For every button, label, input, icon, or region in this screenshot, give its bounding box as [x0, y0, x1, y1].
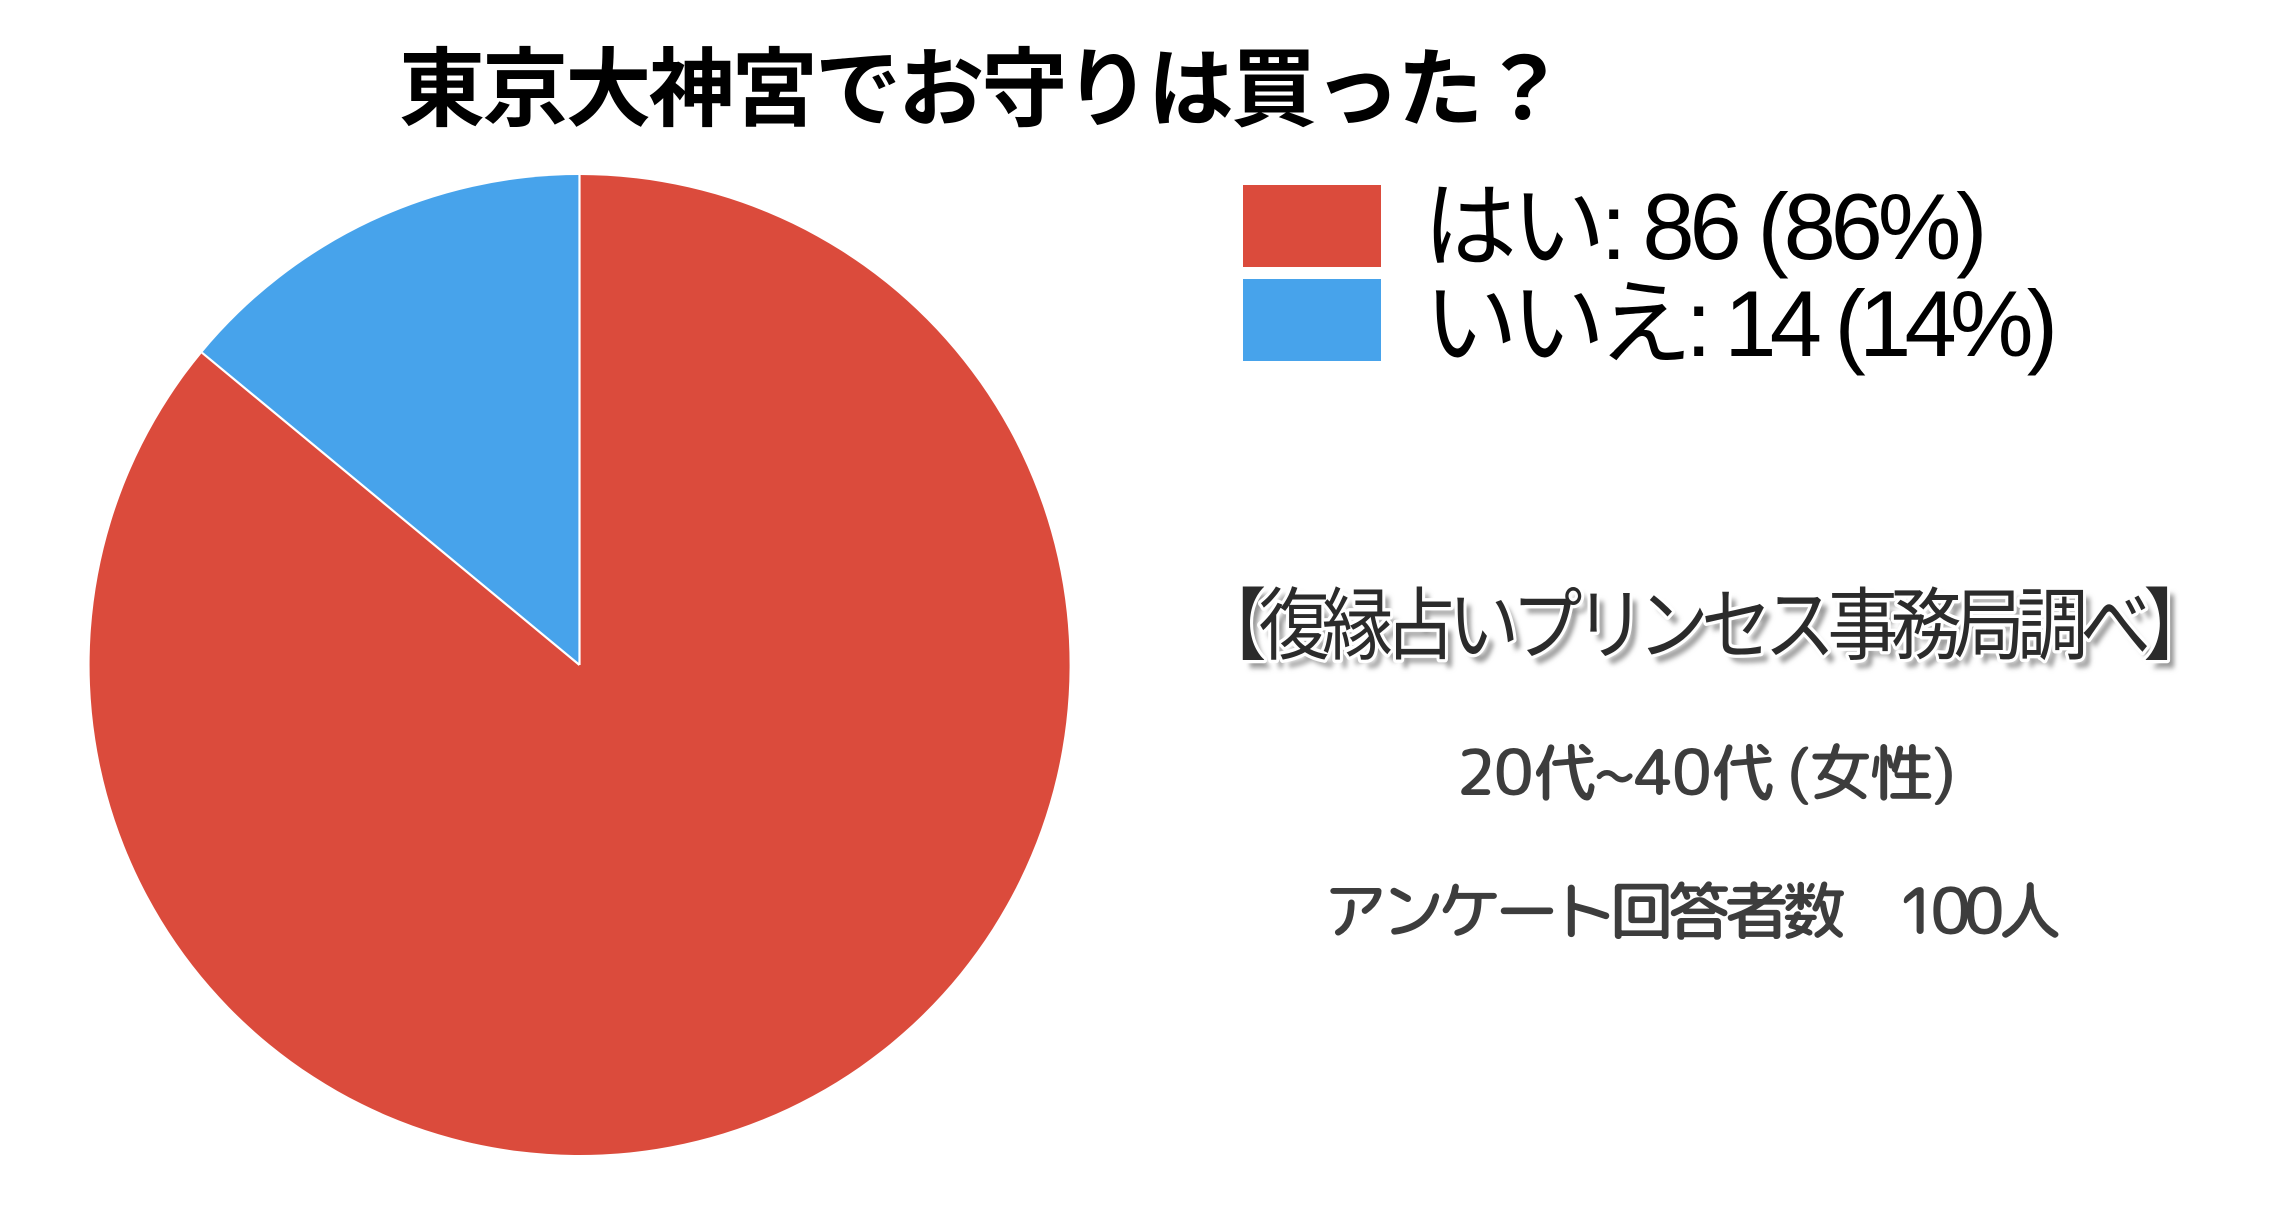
svg-text:【復縁占いプリンセス事務局調べ】: 【復縁占いプリンセス事務局調べ】 [1201, 584, 2201, 671]
svg-text:【復縁占いプリンセス事務局調べ】: 【復縁占いプリンセス事務局調べ】 [1202, 592, 2201, 679]
